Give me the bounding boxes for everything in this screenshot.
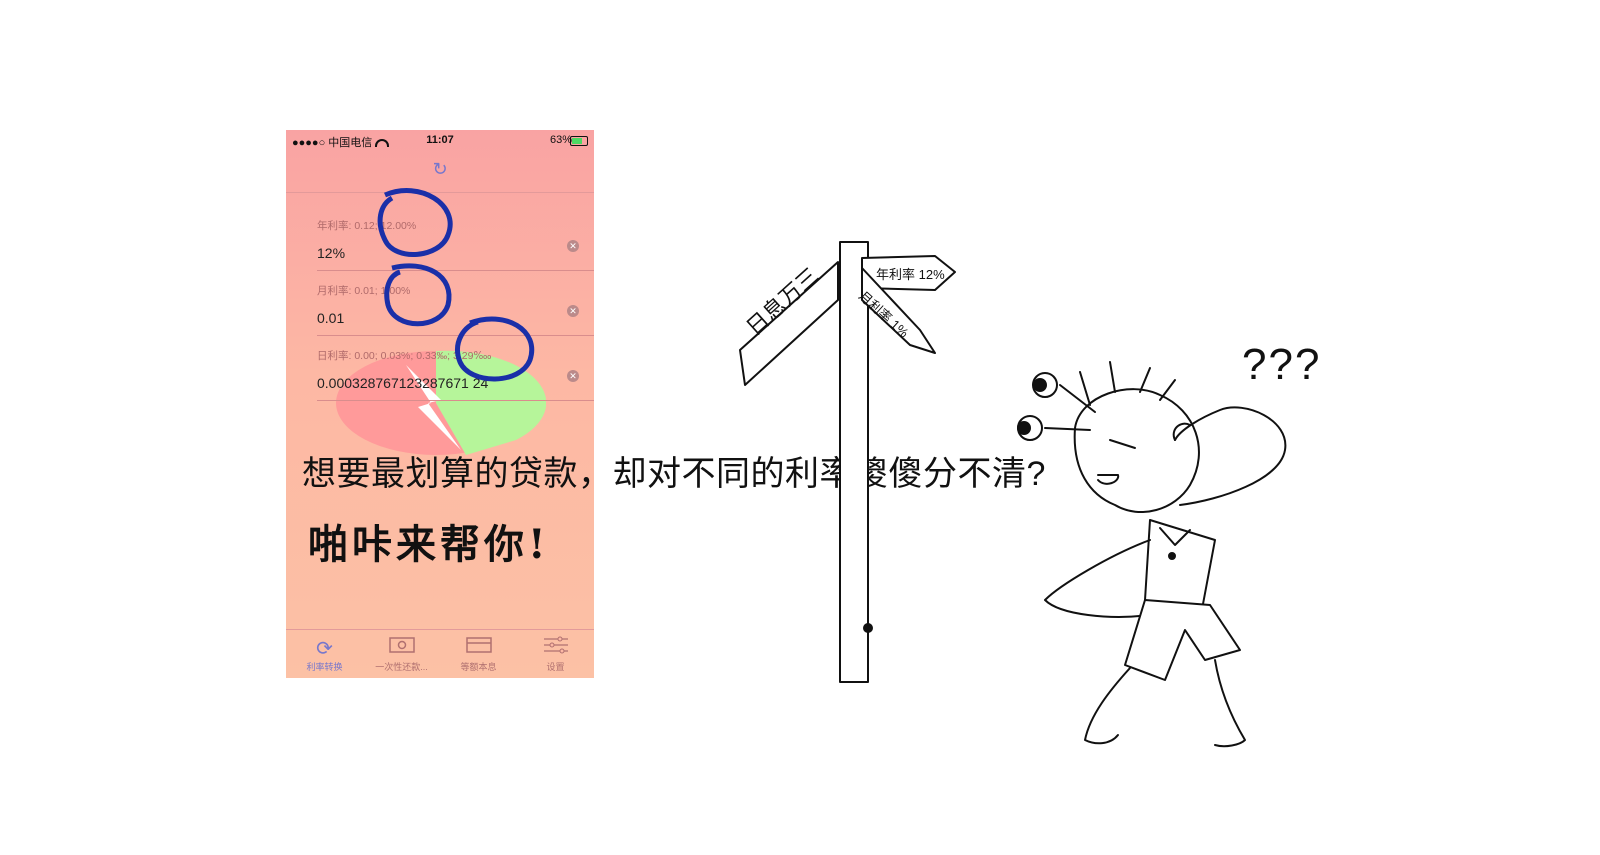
sign-right-top-label: 年利率 12% [876,267,945,282]
refresh-icon[interactable]: ↻ [432,159,448,179]
headline-text: 想要最划算的贷款，却对不同的利率傻傻分不清? [302,455,1046,493]
header-divider [286,192,594,193]
status-bar: ●●●●○ 中国电信 11:07 63% [286,130,594,150]
slogan-text: 啪咔来帮你! [308,521,550,568]
carrier-label: ●●●●○ 中国电信 [292,134,390,150]
tab-label: 设置 [546,662,565,672]
refresh-icon: ⟳ [316,638,333,660]
battery-percent: 63% [549,134,572,146]
signpost [739,241,956,683]
battery-icon [570,136,588,146]
question-marks-text: ??? [1242,340,1322,389]
sliders-icon [517,636,594,658]
daily-rate-input[interactable]: 0.000328767123287671 24 [317,375,489,391]
clear-icon[interactable]: ✕ [567,305,579,317]
time-label: 11:07 [426,134,454,146]
confused-person [1017,361,1287,748]
daily-rate-hint: 日利率: 0.00; 0.03%; 0.33‰; 3.29‱ [317,350,492,362]
annual-rate-field[interactable]: 年利率: 0.12; 12.00% 12% ✕ [317,218,594,271]
tab-settings[interactable]: 设置 [517,636,594,673]
daily-rate-field[interactable]: 日利率: 0.00; 0.03%; 0.33‰; 3.29‱ 0.0003287… [317,348,594,401]
tab-label: 等额本息 [460,662,497,672]
blue-circle-daily [455,316,535,382]
tab-lump-sum[interactable]: 一次性还款... [363,636,440,673]
pie-slice-green [436,350,546,455]
cash-icon [363,636,440,658]
wifi-icon [375,139,390,148]
tab-label: 利率转换 [306,662,343,672]
clear-icon[interactable]: ✕ [567,370,579,382]
annual-rate-input[interactable]: 12% [317,245,346,261]
tab-label: 一次性还款... [375,662,428,672]
field-divider [317,270,594,271]
blue-circle-annual [377,188,453,257]
clear-icon[interactable]: ✕ [567,240,579,252]
annual-rate-hint: 年利率: 0.12; 12.00% [317,220,417,232]
blue-circle-monthly [384,263,452,327]
tab-equal-installment[interactable]: 等额本息 [440,636,517,673]
field-divider [317,335,594,336]
monthly-rate-input[interactable]: 0.01 [317,310,345,326]
card-icon [440,636,517,658]
tab-bar: ⟳ 利率转换 一次性还款... 等额本息 设置 [286,629,594,678]
tab-rate-convert[interactable]: ⟳ 利率转换 [286,636,363,673]
field-divider [317,400,594,401]
